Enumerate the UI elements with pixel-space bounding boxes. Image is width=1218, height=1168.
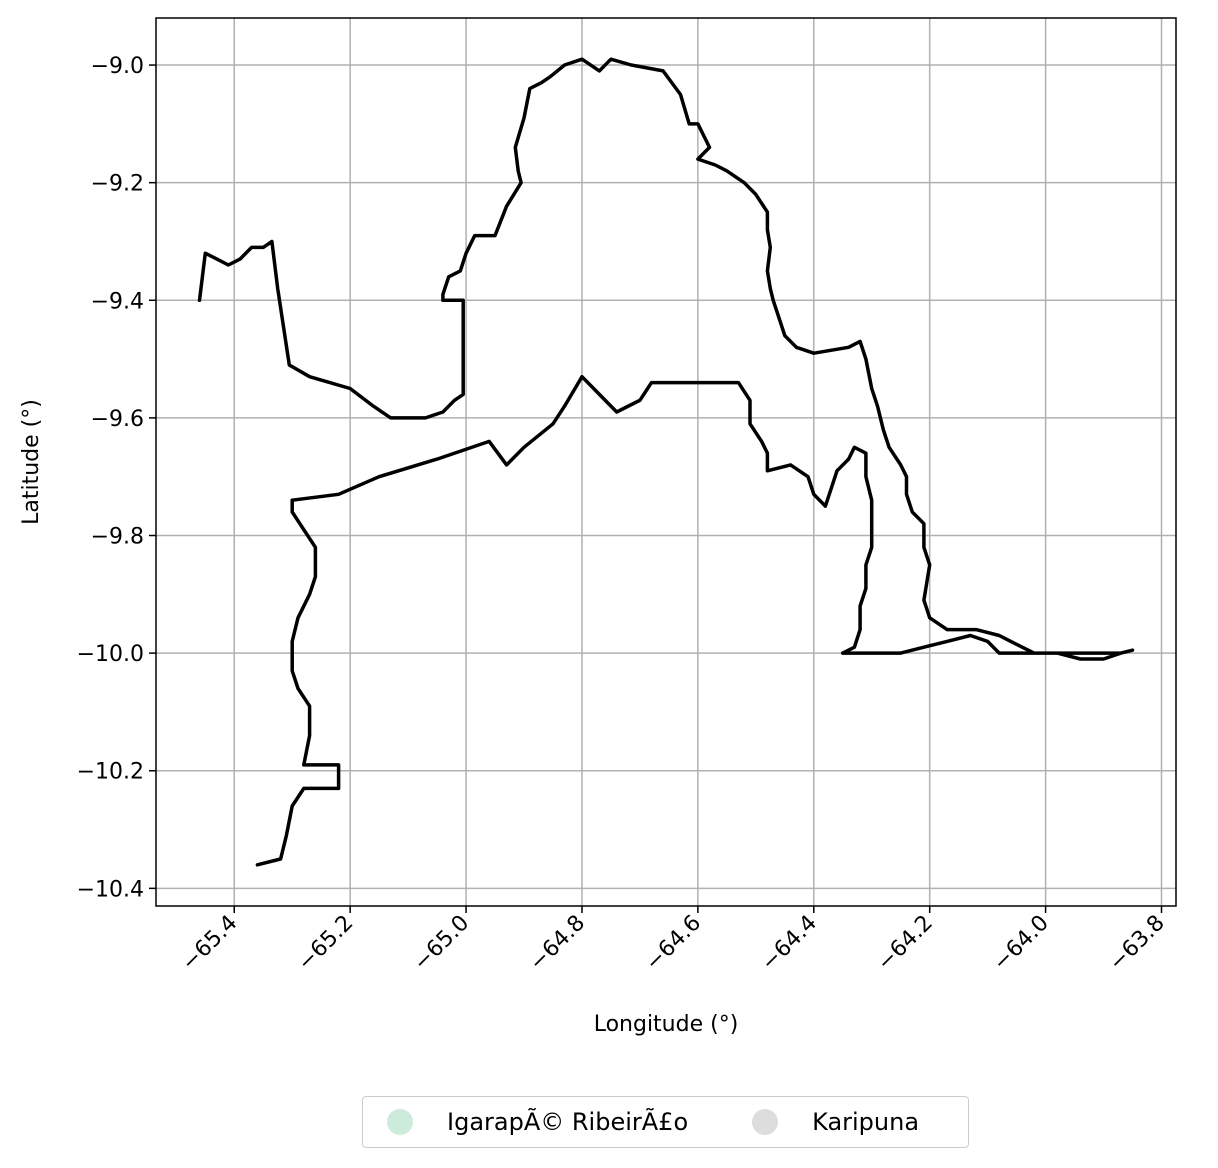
- y-tick-label: −9.4: [91, 289, 144, 314]
- axes-frame: [155, 17, 1177, 907]
- territory-outlines: [197, 57, 1135, 867]
- x-axis-label: Longitude (°): [594, 1012, 739, 1037]
- legend-item-karipuna: Karipuna: [752, 1108, 919, 1136]
- y-tick-label: −9.2: [91, 172, 144, 197]
- y-tick-label: −9.0: [91, 54, 144, 79]
- territory-outline-karipuna: [255, 498, 341, 867]
- territory-outline-karipuna: [290, 374, 874, 655]
- territory-outline-igarape-ribeirao: [197, 57, 1135, 661]
- legend-swatch-karipuna: [752, 1109, 779, 1135]
- legend-swatch-igarape-ribeirao: [387, 1109, 413, 1135]
- y-tick-label: −9.6: [91, 407, 144, 432]
- y-axis-label: Latitude (°): [19, 399, 44, 525]
- y-tick-label: −10.2: [77, 760, 144, 785]
- y-tick-label: −9.8: [91, 525, 144, 550]
- y-tick-label: −10.0: [77, 642, 144, 667]
- y-tick-label: −10.4: [77, 877, 144, 902]
- gridlines: [156, 18, 1176, 906]
- legend-label-igarape-ribeirao: IgarapÃ© RibeirÃ£o: [447, 1108, 689, 1136]
- legend-label-karipuna: Karipuna: [812, 1108, 920, 1136]
- legend: IgarapÃ© RibeirÃ£o Karipuna: [362, 1096, 969, 1148]
- legend-item-igarape-ribeirao: IgarapÃ© RibeirÃ£o: [387, 1108, 688, 1136]
